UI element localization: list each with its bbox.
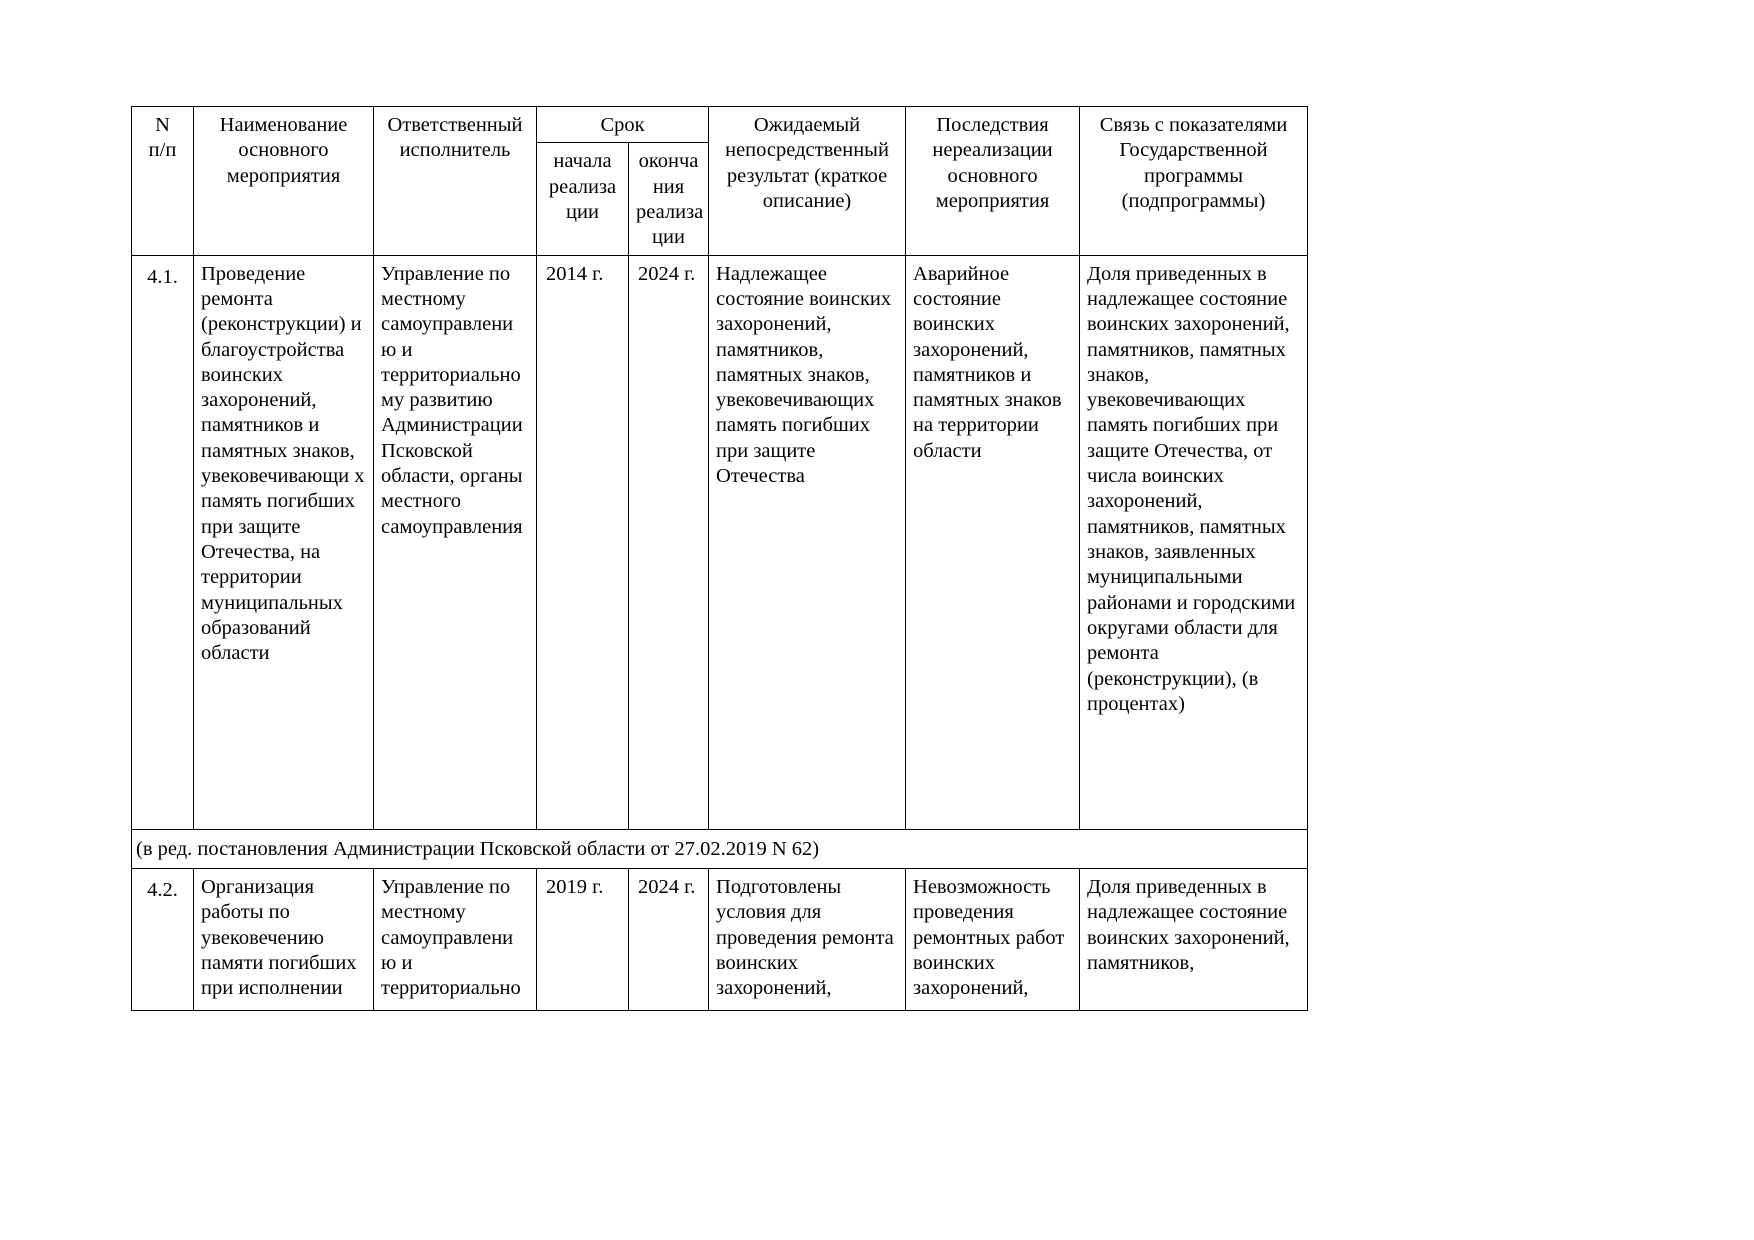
header-number-line2: п/п	[148, 139, 177, 162]
cell-name: Организация работы по увековечению памят…	[193, 867, 374, 1011]
cell-end-year: 2024 г.	[627, 867, 710, 1011]
cell-result: Надлежащее состояние воинских захоронени…	[708, 254, 907, 830]
cell-number: 4.1.	[131, 254, 194, 830]
cell-name: Проведение ремонта (реконструкции) и бла…	[193, 254, 374, 830]
header-consequences: Последствия нереализации основного мероп…	[905, 106, 1081, 256]
table-body: 4.1. Проведение ремонта (реконструкции) …	[130, 254, 1309, 1011]
cell-end-year: 2024 г.	[627, 254, 710, 830]
cell-start-year: 2014 г.	[536, 254, 629, 830]
cell-start-year: 2019 г.	[536, 867, 629, 1011]
header-srok-end: оконча ния реализа ции	[627, 142, 710, 256]
table-row: 4.2. Организация работы по увековечению …	[131, 867, 1309, 1011]
header-row-main: N п/п Наименование основного мероприятия…	[131, 105, 1309, 256]
header-row-sub: начала реализа ции оконча ния реализа ци…	[132, 142, 1308, 256]
header-srok: Срок	[535, 105, 710, 144]
header-result: Ожидаемый непосредственный результат (кр…	[708, 106, 907, 256]
header-number: N п/п	[131, 106, 194, 256]
header-srok-start: начала реализа ции	[536, 142, 629, 256]
header-name: Наименование основного мероприятия	[193, 106, 374, 256]
cell-result: Подготовлены условия для проведения ремо…	[708, 867, 907, 1011]
table-header: N п/п Наименование основного мероприятия…	[131, 105, 1309, 256]
cell-consequences: Невозможность проведения ремонтных работ…	[905, 867, 1081, 1011]
header-executor: Ответственный исполнитель	[373, 106, 537, 256]
cell-link: Доля приведенных в надлежащее состояние …	[1079, 867, 1309, 1011]
amendment-note: (в ред. постановления Администрации Пско…	[130, 828, 1309, 869]
header-number-line1: N	[155, 114, 170, 136]
table-note-row: (в ред. постановления Администрации Пско…	[130, 828, 1309, 869]
cell-consequences: Аварийное состояние воинских захоронений…	[905, 254, 1081, 830]
header-link: Связь с показателями Государственной про…	[1079, 106, 1309, 256]
cell-executor: Управление по местному самоуправлени ю и…	[373, 867, 537, 1011]
cell-number: 4.2.	[131, 867, 194, 1011]
table-row: 4.1. Проведение ремонта (реконструкции) …	[131, 254, 1309, 830]
cell-link: Доля приведенных в надлежащее состояние …	[1079, 254, 1309, 830]
measures-table: N п/п Наименование основного мероприятия…	[130, 105, 1309, 1011]
cell-executor: Управление по местному самоуправлени ю и…	[373, 254, 537, 830]
